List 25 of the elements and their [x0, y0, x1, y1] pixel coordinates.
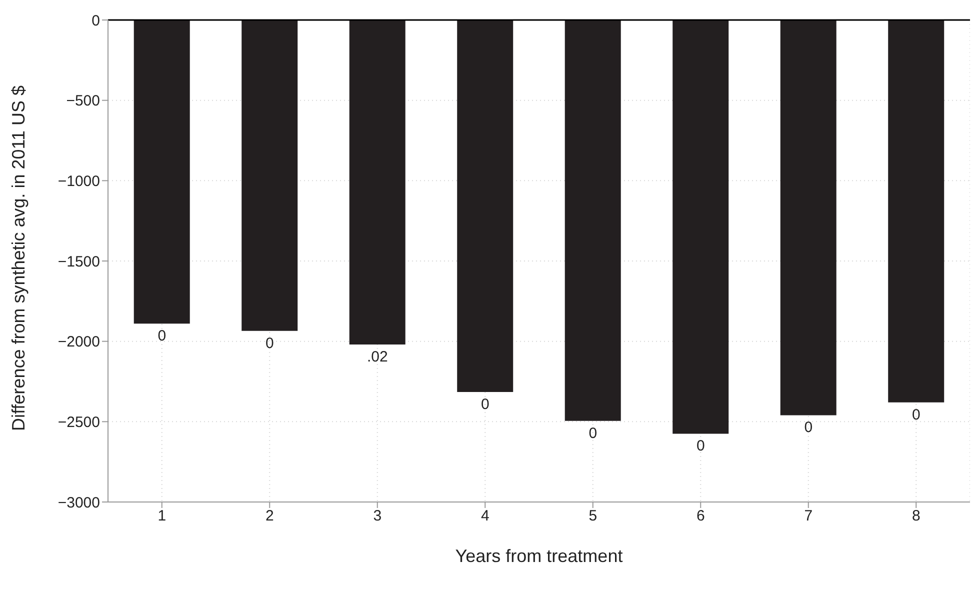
y-tick-label: −500: [66, 92, 100, 110]
annotation: 0: [265, 334, 274, 352]
x-tick-label: 6: [696, 508, 705, 525]
x-tick-label: 3: [373, 508, 382, 525]
y-tick-label: −1500: [58, 253, 100, 270]
y-tick-label: −2500: [58, 414, 100, 431]
x-tick-label: 4: [480, 508, 490, 525]
x-tick-label: 1: [158, 508, 166, 525]
annotation: 0: [804, 419, 813, 436]
annotation: 0: [158, 328, 166, 345]
x-tick-label: 5: [588, 508, 598, 525]
x-tick-label: 8: [912, 508, 920, 525]
annotation: .02: [366, 348, 388, 366]
x-tick-label: 7: [804, 508, 813, 525]
x-tick-label: 2: [265, 508, 274, 525]
x-axis-title: Years from treatment: [455, 546, 623, 566]
y-tick-label: −1000: [58, 172, 100, 190]
y-tick-label: −3000: [58, 494, 100, 512]
y-axis-title: Difference from synthetic avg. in 2011 US $: [8, 85, 28, 431]
annotation: 0: [912, 406, 920, 424]
y-tick-label: −2000: [58, 334, 100, 351]
annotation: 0: [696, 438, 705, 455]
annotation: 0: [588, 424, 598, 442]
y-tick-label: 0: [92, 12, 100, 30]
annotation: 0: [480, 396, 490, 413]
